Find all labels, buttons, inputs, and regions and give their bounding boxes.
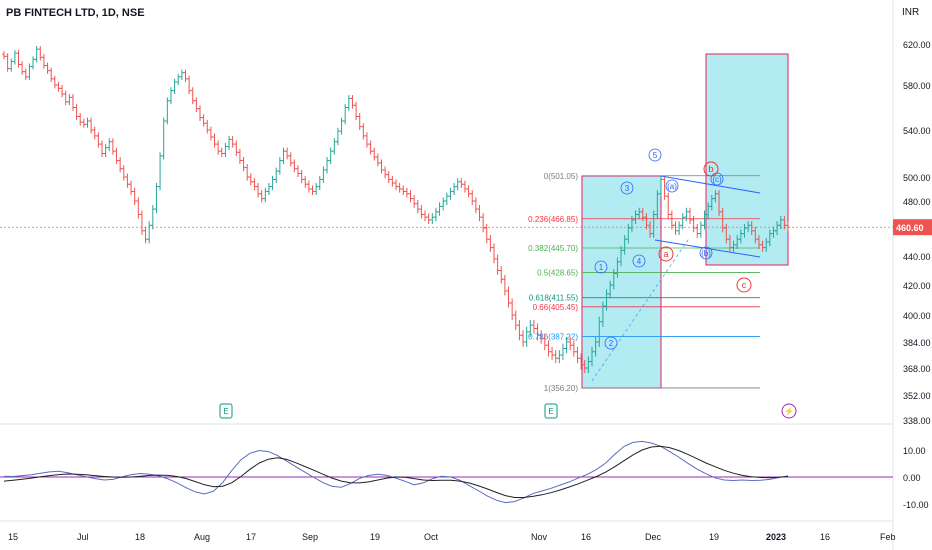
price-tick-label: 440.00 (903, 252, 931, 262)
fib-level-label: 0.66(405.45) (533, 303, 579, 312)
elliott-wave-label: (c) (712, 175, 722, 184)
price-tick-label: 338.00 (903, 416, 931, 426)
time-tick-label: 19 (370, 532, 380, 542)
time-tick-label: Jul (77, 532, 89, 542)
corrective-wave-circle (703, 161, 719, 177)
price-tick-label: 352.00 (903, 391, 931, 401)
elliott-wave-circle (594, 260, 608, 274)
chart-title: PB FINTECH LTD, 1D, NSE (6, 7, 145, 19)
last-price-label: 460.60 (896, 223, 924, 233)
price-tick-label: 500.00 (903, 173, 931, 183)
price-tick-label: 480.00 (903, 197, 931, 207)
fib-level-label: 1(356.20) (544, 384, 579, 393)
time-tick-label: Aug (194, 532, 210, 542)
elliott-wave-circle (648, 148, 662, 162)
time-tick-label: 16 (820, 532, 830, 542)
elliott-wave-circle (665, 179, 679, 193)
elliott-wave-label: (b) (701, 249, 711, 258)
time-tick-label: 2023 (766, 532, 786, 542)
oscillator-signal-line (3, 445, 789, 498)
elliott-wave-circle (620, 181, 634, 195)
event-marker-label: E (223, 407, 228, 416)
elliott-wave-label: 5 (653, 151, 658, 160)
event-marker (781, 403, 797, 419)
elliott-wave-circle (604, 336, 618, 350)
oscillator-tick-label: -10.00 (903, 500, 929, 510)
corrective-wave-label: c (742, 280, 747, 290)
elliott-wave-circle (699, 246, 713, 260)
elliott-wave-label: 3 (625, 184, 630, 193)
fib-level-label: 0.382(445.70) (528, 244, 578, 253)
corrective-wave-label: a (663, 249, 668, 259)
price-tick-label: 400.00 (903, 311, 931, 321)
fib-level-label: 0(501.05) (544, 172, 579, 181)
oscillator-tick-label: 0.00 (903, 473, 921, 483)
price-tick-label: 420.00 (903, 281, 931, 291)
fib-level-label: 0.786(387.22) (528, 333, 578, 342)
channel-upper-line (660, 175, 761, 194)
earnings-marker (544, 403, 558, 419)
elliott-wave-circle (632, 254, 646, 268)
event-marker-label: E (548, 407, 553, 416)
channel-lower-line (654, 239, 761, 258)
time-tick-label: 16 (581, 532, 591, 542)
time-tick-label: Nov (531, 532, 548, 542)
fib-retracement-box (581, 175, 662, 389)
price-tick-label: 384.00 (903, 338, 931, 348)
price-tick-label: 580.00 (903, 81, 931, 91)
earnings-marker (219, 403, 233, 419)
time-tick-label: 15 (8, 532, 18, 542)
trend-dashed-line (591, 236, 691, 382)
event-marker-label: ⚡ (784, 406, 794, 416)
last-price-tag (893, 219, 932, 236)
oscillator-tick-label: 10.00 (903, 446, 926, 456)
corrective-wave-label: b (708, 164, 713, 174)
time-tick-label: Oct (424, 532, 439, 542)
elliott-wave-label: 1 (599, 263, 604, 272)
time-tick-label: Dec (645, 532, 662, 542)
price-tick-label: 368.00 (903, 364, 931, 374)
time-tick-label: 17 (246, 532, 256, 542)
time-tick-label: Sep (302, 532, 318, 542)
price-tick-label: 620.00 (903, 40, 931, 50)
elliott-wave-label: 2 (609, 339, 614, 348)
price-tick-label: 540.00 (903, 126, 931, 136)
time-tick-label: 19 (709, 532, 719, 542)
elliott-wave-label: 4 (637, 257, 642, 266)
elliott-wave-label: (a) (667, 182, 677, 191)
corrective-wave-circle (658, 246, 674, 262)
fib-level-label: 0.618(411.55) (529, 294, 579, 303)
oscillator-fast-line (3, 440, 789, 504)
corrective-wave-circle (736, 277, 752, 293)
time-tick-label: Feb (880, 532, 896, 542)
fib-level-label: 0.5(428.65) (537, 268, 578, 277)
currency-label: INR (902, 7, 920, 18)
fib-level-label: 0.236(466.85) (528, 215, 578, 224)
target-projection-box (705, 53, 789, 266)
time-tick-label: 18 (135, 532, 145, 542)
